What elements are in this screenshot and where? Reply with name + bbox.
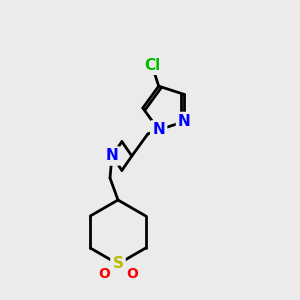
Text: N: N (106, 148, 118, 164)
Text: N: N (152, 122, 165, 137)
Text: O: O (126, 267, 138, 281)
Text: N: N (178, 114, 191, 129)
Text: S: S (112, 256, 124, 272)
Text: Cl: Cl (144, 58, 160, 73)
Text: O: O (98, 267, 110, 281)
